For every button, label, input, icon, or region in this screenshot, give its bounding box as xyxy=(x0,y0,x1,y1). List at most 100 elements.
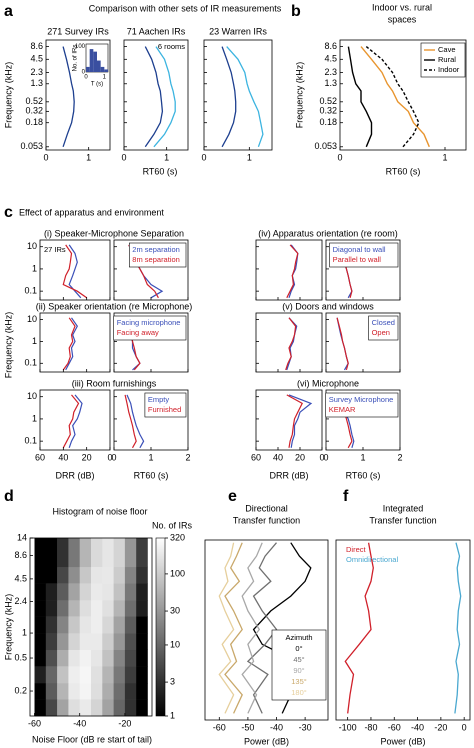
x-tick-label: -100 xyxy=(339,722,357,732)
y-tick-label: 8.6 xyxy=(324,41,337,51)
heat-cell xyxy=(79,666,92,684)
heat-cell xyxy=(68,682,81,700)
heat-cell xyxy=(124,633,137,651)
heat-cell xyxy=(102,600,114,617)
profile-line xyxy=(62,46,75,148)
x-tick-label: 1 xyxy=(148,452,153,462)
profile-line xyxy=(336,317,349,371)
heat-cell xyxy=(91,633,103,651)
x-tick-label: -50 xyxy=(241,722,254,732)
y-tick-label: 2.3 xyxy=(324,67,337,77)
colorbar-tick-label: 30 xyxy=(170,605,180,615)
subplot-title: (i) Speaker-Microphone Separation xyxy=(44,228,184,238)
heat-cell xyxy=(79,600,92,617)
heat-cell xyxy=(68,600,81,617)
legend-frame xyxy=(144,392,187,418)
x-tick-label: 1 xyxy=(164,152,169,162)
heat-cell xyxy=(79,649,92,667)
heat-cell xyxy=(45,666,58,684)
x-tick-label: -20 xyxy=(434,722,447,732)
x-tick-label: -60 xyxy=(28,718,41,728)
legend-label: Parallel to wall xyxy=(333,255,382,264)
hist-bar xyxy=(104,69,108,72)
profile-line xyxy=(288,394,313,448)
panel-label: d xyxy=(4,488,14,505)
colorbar-tick-label: 10 xyxy=(170,639,180,649)
inset-y-label: No. of IRs xyxy=(73,45,79,72)
heat-cell xyxy=(102,633,114,651)
plot-frame xyxy=(123,39,189,151)
heat-cell xyxy=(124,616,137,634)
heat-cell xyxy=(136,566,148,584)
y-tick-label: 0.2 xyxy=(14,685,27,695)
heat-cell xyxy=(136,682,148,700)
inset-x-label: T (s) xyxy=(91,82,103,88)
subplot-title: (iii) Room furnishings xyxy=(72,378,157,388)
x-tick-label: 0 xyxy=(319,452,324,462)
subplot-title: 71 Aachen IRs xyxy=(127,26,186,36)
x-tick-label: 60 xyxy=(35,452,45,462)
colorbar xyxy=(155,537,166,717)
heat-cell xyxy=(91,699,103,717)
y-tick-label: 1.3 xyxy=(30,78,43,88)
y-tick-label: 0.18 xyxy=(319,117,337,127)
y-tick-label: 8.6 xyxy=(30,41,43,51)
legend-label: Facing microphone xyxy=(117,318,181,327)
x-tick-label: 1 xyxy=(103,75,107,81)
heat-cell xyxy=(113,600,126,617)
heat-cell xyxy=(34,583,47,601)
legend-frame xyxy=(129,242,187,268)
y-tick-label: 4.5 xyxy=(14,573,27,583)
heat-cell xyxy=(136,666,148,684)
plot-frame xyxy=(339,39,467,151)
y-tick-label: 100 xyxy=(75,44,86,50)
legend-label: Furnished xyxy=(148,405,181,414)
x-tick-label: 60 xyxy=(251,452,261,462)
x-tick-label: 40 xyxy=(58,452,68,462)
heat-cell xyxy=(34,538,47,568)
y-tick-label: 10 xyxy=(27,241,37,251)
heat-cell xyxy=(34,633,47,651)
profile-line xyxy=(360,46,430,148)
legend-label: 8m separation xyxy=(132,255,180,264)
profile-line xyxy=(62,244,88,299)
chart-title: Histogram of noise floor xyxy=(52,506,147,516)
colorbar-label: No. of IRs xyxy=(152,520,193,530)
panel-label: c xyxy=(4,204,13,221)
profile-line xyxy=(241,542,263,714)
heat-cell xyxy=(102,566,114,584)
profile-line xyxy=(124,394,137,449)
legend-label: 180° xyxy=(291,688,307,697)
heat-cell xyxy=(57,682,69,700)
heat-cell xyxy=(124,600,137,617)
heat-cell xyxy=(136,583,148,601)
plot-frame xyxy=(335,539,471,721)
legend-title: Azimuth xyxy=(285,633,312,642)
x-tick-label: -60 xyxy=(388,722,401,732)
y-tick-label: 1.3 xyxy=(324,78,337,88)
legend-frame xyxy=(271,629,327,701)
chart-title: Comparison with other sets of IR measure… xyxy=(89,3,282,13)
y-tick-label: 1 xyxy=(32,336,37,346)
heat-cell xyxy=(34,566,47,584)
legend-label: Closed xyxy=(372,318,395,327)
x-tick-label: -40 xyxy=(411,722,424,732)
heat-cell xyxy=(34,600,47,617)
colorbar-tick-label: 3 xyxy=(170,676,175,686)
hist-bar xyxy=(100,66,105,72)
x-tick-label: 0 xyxy=(43,152,48,162)
profile-line xyxy=(218,542,235,714)
y-tick-label: 10 xyxy=(27,391,37,401)
colorbar-tick-label: 1 xyxy=(170,710,175,720)
hist-bar xyxy=(97,60,101,72)
profile-line xyxy=(347,46,373,148)
heat-cell xyxy=(68,649,81,667)
x-axis-label: RT60 (s) xyxy=(386,166,421,176)
legend-label: Open xyxy=(372,328,390,337)
x-axis-label: RT60 (s) xyxy=(143,166,178,176)
legend-frame xyxy=(368,315,399,341)
x-tick-label: 20 xyxy=(82,452,92,462)
y-axis-label: Frequency (kHz) xyxy=(3,312,13,379)
y-tick-label: 0.1 xyxy=(24,286,37,296)
